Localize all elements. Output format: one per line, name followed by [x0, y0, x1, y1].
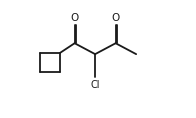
Text: O: O — [112, 13, 120, 23]
Text: O: O — [71, 13, 79, 23]
Text: Cl: Cl — [90, 80, 100, 91]
